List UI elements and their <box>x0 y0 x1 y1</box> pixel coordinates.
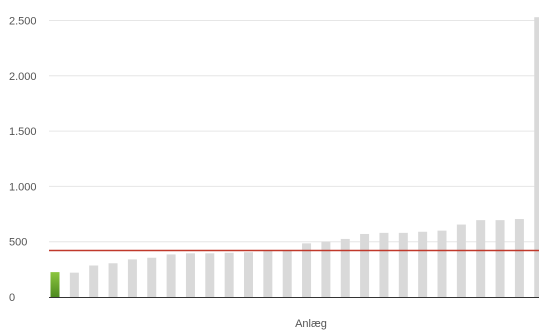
bar <box>185 253 195 297</box>
bar <box>127 259 137 297</box>
y-tick-label: 1.000 <box>9 181 37 193</box>
bar <box>379 232 389 297</box>
bar <box>456 224 466 297</box>
bar <box>205 253 215 297</box>
bar <box>534 17 539 298</box>
bar <box>244 252 253 297</box>
bar <box>437 230 447 297</box>
highlighted-bar <box>50 272 60 297</box>
bar <box>108 263 118 297</box>
bar <box>360 233 370 297</box>
bar <box>224 252 234 297</box>
bar <box>147 257 157 297</box>
bar <box>69 272 79 297</box>
bar <box>321 241 331 297</box>
bar <box>340 238 350 297</box>
y-tick-label: 0 <box>9 292 15 304</box>
bars <box>50 17 539 298</box>
bar <box>418 231 428 297</box>
x-axis-title: Anlæg <box>295 318 327 330</box>
bar <box>282 250 292 297</box>
bar <box>89 265 99 297</box>
bar <box>476 220 486 297</box>
bar <box>398 232 408 297</box>
bar <box>166 254 176 297</box>
bar <box>514 219 524 297</box>
y-tick-label: 2.500 <box>9 16 37 28</box>
bar <box>495 220 505 297</box>
y-axis-tick-labels: 0 500 1.000 1.500 2.000 2.500 <box>9 16 37 305</box>
y-tick-label: 2.000 <box>9 71 37 83</box>
y-tick-label: 1.500 <box>9 126 37 138</box>
gridlines <box>49 20 539 243</box>
bar <box>302 243 312 297</box>
y-tick-label: 500 <box>9 237 27 249</box>
bar <box>263 251 273 297</box>
